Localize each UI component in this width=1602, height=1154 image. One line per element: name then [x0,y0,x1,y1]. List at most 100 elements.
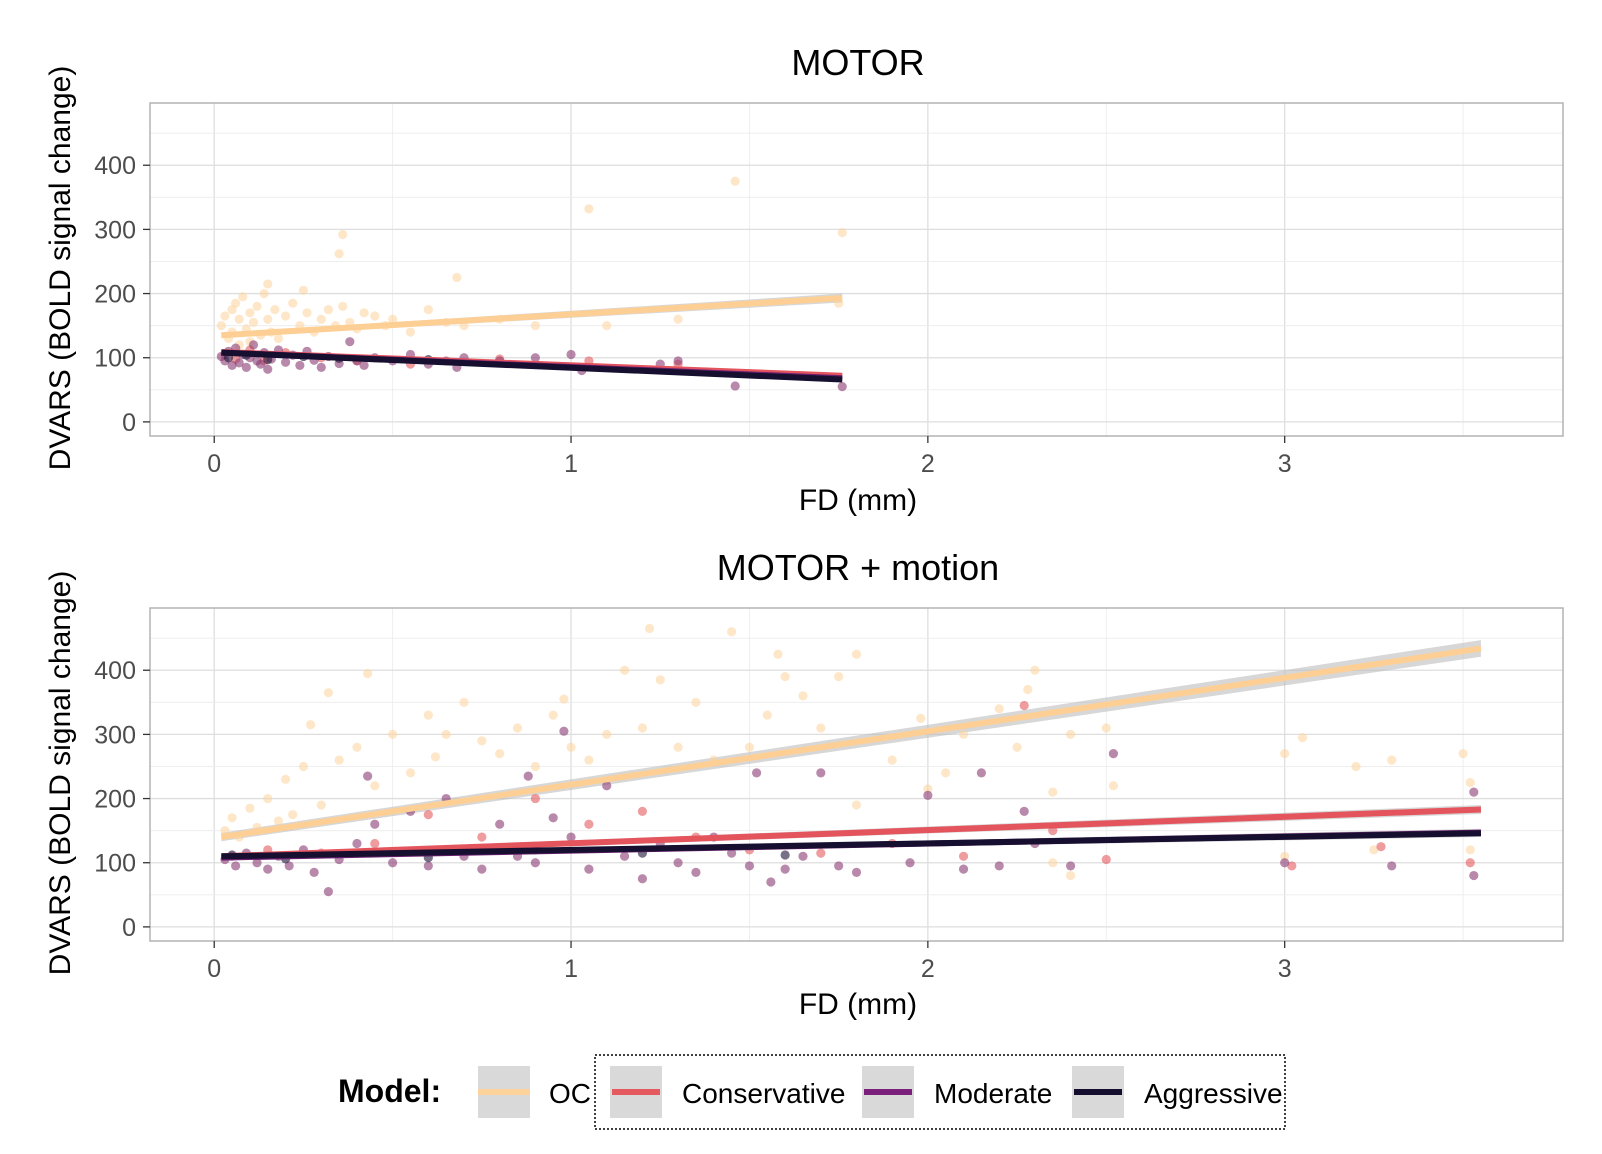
point-oc [288,810,298,820]
point-oc [280,774,291,784]
point-oc [216,321,226,331]
point-oc [441,729,451,739]
point-moderate [673,356,683,366]
point-oc [238,292,248,302]
point-oc [530,761,540,772]
point-moderate [766,877,776,887]
point-oc [388,729,398,739]
point-moderate [1280,858,1290,868]
point-oc [1030,665,1040,675]
fit-line-aggressive [221,349,843,383]
point-oc [405,327,416,337]
legend: Model: OC Conservative Moderate Aggressi… [338,1054,1286,1130]
point-moderate [523,771,533,781]
point-moderate [730,381,740,391]
fit-line-aggressive [221,830,1481,860]
x-tick-label: 0 [207,450,221,478]
panel-border [149,102,1564,437]
point-oc [316,800,326,810]
point-moderate [295,360,305,371]
point-oc [887,755,897,765]
point-moderate [530,858,540,868]
point-oc [245,308,255,318]
point-moderate [994,861,1004,871]
point-oc [459,697,469,707]
point-moderate [423,861,433,871]
x-tick-label: 3 [1278,955,1292,983]
point-moderate [231,861,241,871]
point-oc [352,742,362,752]
point-oc [423,710,433,720]
y-tick-label: 200 [94,281,136,309]
point-moderate [637,874,648,884]
point-oc [1387,755,1397,765]
x-tick-label: 0 [207,955,221,983]
y-tick-label: 300 [94,216,136,244]
point-moderate [1387,861,1397,871]
point-moderate [559,726,569,736]
point-moderate [751,768,762,778]
point-oc [1280,851,1290,861]
point-oc [1297,733,1308,743]
point-conservative [477,832,487,842]
panel-title: MOTOR [791,42,924,83]
point-oc [773,649,783,659]
point-moderate [263,864,273,874]
data-points [220,623,1479,897]
point-moderate [256,359,266,369]
point-oc [834,672,844,682]
point-oc [1065,729,1076,739]
point-conservative [1376,842,1386,852]
legend-title: Model: [338,1073,441,1109]
point-oc [602,729,612,739]
point-moderate [673,858,683,868]
point-oc [673,742,683,752]
point-oc [334,755,344,765]
point-oc [1280,749,1290,759]
y-tick-label: 400 [94,657,136,685]
point-oc [1108,781,1119,791]
point-moderate [976,768,986,778]
point-oc [1351,761,1361,772]
point-oc [263,279,273,289]
y-axis-ticks: 0 100 200 300 400 [94,152,150,437]
y-tick-label: 100 [94,850,136,878]
point-oc [1101,723,1111,733]
x-axis-label: FD (mm) [799,484,917,517]
point-conservative [1101,854,1111,865]
point-oc [263,793,273,804]
point-conservative [816,848,826,858]
x-axis-label: FD (mm) [799,988,917,1021]
point-oc [363,668,373,679]
point-oc [655,675,665,685]
point-oc [231,298,241,308]
point-conservative [1019,700,1029,711]
point-moderate [1469,787,1479,797]
plot-background [150,608,1563,941]
point-moderate [923,790,933,800]
point-oc [338,301,348,311]
x-tick-label: 3 [1278,450,1292,478]
point-oc [423,305,433,315]
point-conservative [370,838,380,849]
point-oc [430,752,441,762]
point-oc [245,803,255,813]
panel-motor-motion: MOTOR + motion 0 100 200 300 400 0 1 2 3 FD (mm… [44,547,1564,1021]
point-oc [359,308,369,318]
point-oc [252,301,262,311]
y-tick-label: 300 [94,721,136,749]
point-moderate [727,848,737,858]
plot-background [150,103,1563,436]
x-tick-label: 1 [564,955,578,983]
y-tick-label: 0 [122,914,136,942]
point-oc [798,691,808,701]
point-oc [923,784,933,794]
point-oc [405,768,416,778]
point-moderate [284,861,294,871]
point-oc [302,308,312,318]
point-oc [762,710,772,720]
point-conservative [423,810,433,820]
point-moderate [566,832,576,842]
legend-label-conservative: Conservative [682,1078,845,1109]
point-moderate [602,781,612,791]
